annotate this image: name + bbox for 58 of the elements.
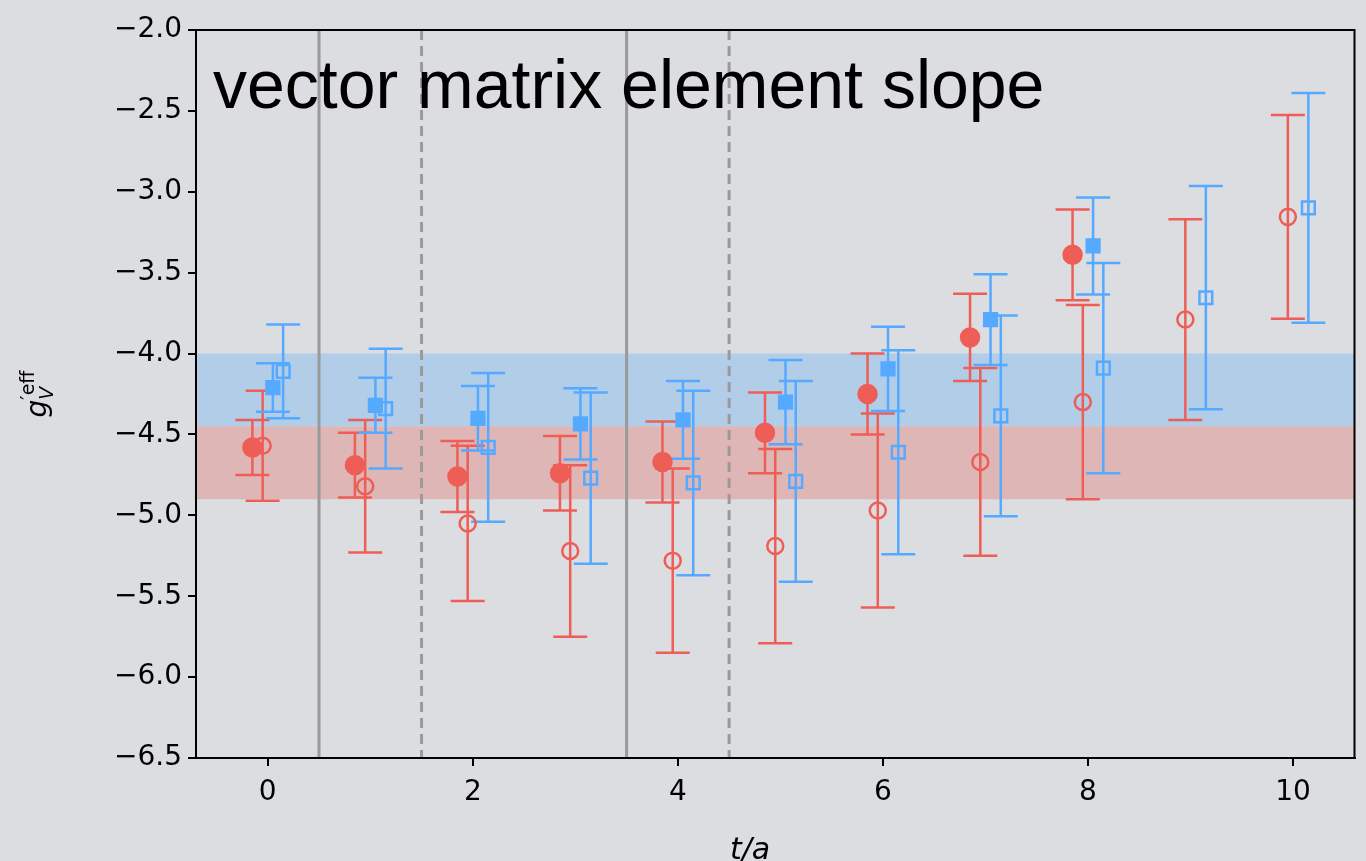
y-tick-label: −2.5 <box>114 92 182 126</box>
point <box>480 439 496 455</box>
point <box>367 397 384 413</box>
point <box>857 383 878 405</box>
y-tick-label: −4.0 <box>114 334 182 368</box>
point <box>1095 360 1111 376</box>
point <box>560 541 580 561</box>
y-tick-label: −6.0 <box>114 658 182 692</box>
point <box>993 408 1009 424</box>
point <box>447 466 468 487</box>
y-tick-label: −6.5 <box>114 739 182 773</box>
y-tick-label: −2.0 <box>114 11 182 45</box>
point <box>1300 200 1316 216</box>
point <box>458 514 477 533</box>
point <box>549 463 571 484</box>
point <box>971 452 990 472</box>
point <box>777 394 794 410</box>
y-tick-label: −3.0 <box>114 173 182 207</box>
point <box>663 551 682 570</box>
point <box>1062 244 1083 266</box>
point <box>583 470 599 486</box>
point <box>470 410 486 426</box>
point <box>1176 310 1195 329</box>
x-tick-label: 8 <box>1079 774 1097 808</box>
x-tick-label: 10 <box>1275 774 1311 808</box>
point <box>788 473 804 489</box>
point <box>242 437 263 458</box>
x-axis-title: t/a <box>729 831 771 861</box>
point <box>1085 238 1101 254</box>
chart-title: vector matrix element slope <box>213 46 1045 122</box>
y-tick-label: −4.5 <box>114 415 182 449</box>
y-tick-label: −5.5 <box>114 577 182 611</box>
point <box>572 416 589 432</box>
point <box>675 412 691 428</box>
point <box>1198 290 1214 306</box>
point <box>344 454 366 476</box>
y-tick-label: −3.5 <box>114 253 182 287</box>
point <box>754 422 776 444</box>
x-tick-label: 0 <box>258 774 277 808</box>
point <box>265 379 281 396</box>
point <box>378 400 394 417</box>
point <box>868 501 888 520</box>
point <box>685 475 701 491</box>
point <box>959 327 981 348</box>
point <box>355 476 375 496</box>
x-tick-label: 6 <box>873 774 892 808</box>
point <box>1278 207 1298 227</box>
x-tick-label: 4 <box>668 774 687 808</box>
x-tick-label: 2 <box>463 774 482 808</box>
point <box>1073 392 1093 412</box>
point <box>880 361 896 377</box>
point <box>982 311 999 328</box>
point <box>275 363 291 379</box>
point <box>652 451 673 473</box>
point <box>890 444 906 460</box>
y-tick-label: −5.0 <box>114 496 182 530</box>
point <box>766 536 785 556</box>
y-axis-title: gV′eff <box>16 369 57 418</box>
